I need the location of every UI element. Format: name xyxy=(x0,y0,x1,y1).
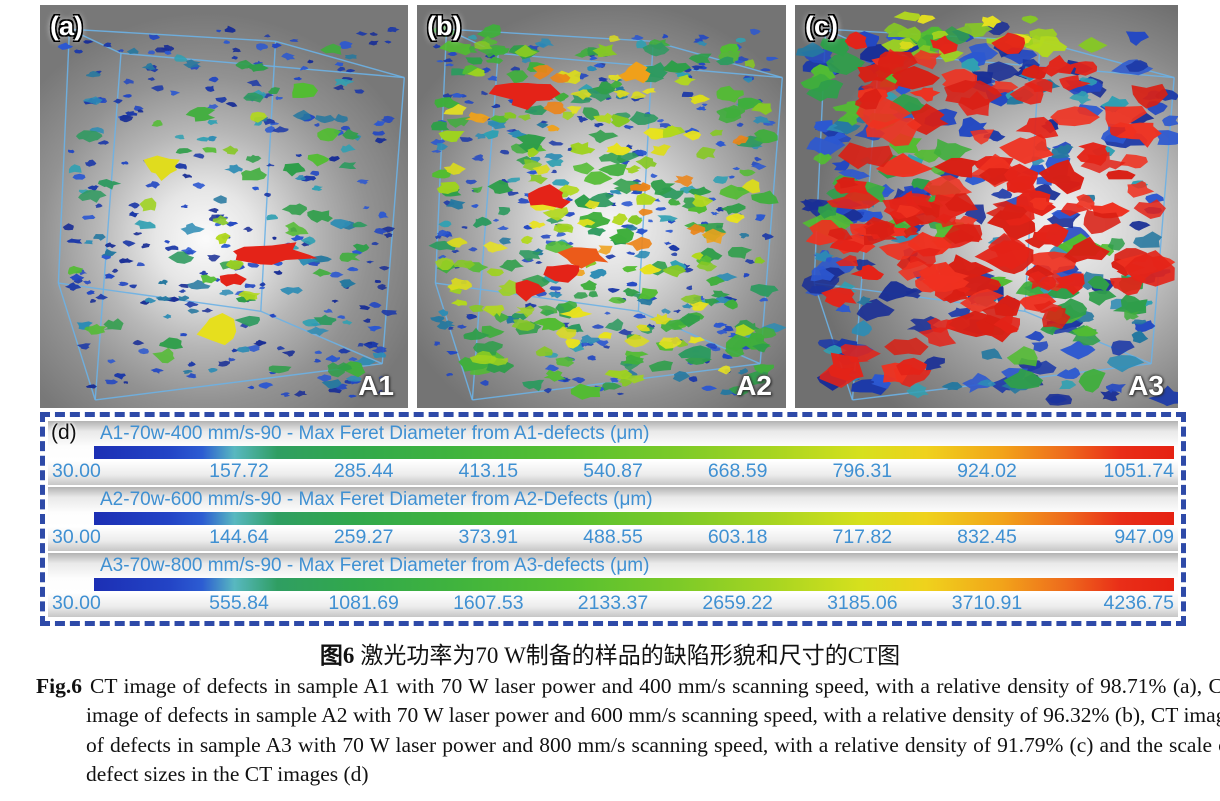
panel-letter-label: (b) xyxy=(427,11,462,41)
colorbar-ticks: 30.00 555.84 1081.69 1607.53 2133.37 2659.22 3… xyxy=(48,591,1178,617)
ct-panel-a3: (c) A3 xyxy=(795,5,1178,408)
scale-tick: 947.09 xyxy=(1114,526,1174,548)
caption-chinese-text: 激光功率为70 W制备的样品的缺陷形貌和尺寸的CT图 xyxy=(360,643,901,668)
scale-title: A3-70w-800 mm/s-90 - Max Feret Diameter … xyxy=(100,555,650,576)
scale-box: (d) A1-70w-400 mm/s-90 - Max Feret Diame… xyxy=(40,412,1186,626)
panel-d-label: (d) xyxy=(51,421,77,444)
scale-tick: 3710.91 xyxy=(951,592,1023,614)
defect-render-a1 xyxy=(40,25,408,408)
scale-title: A2-70w-600 mm/s-90 - Max Feret Diameter … xyxy=(100,489,653,510)
ct-panels-row: (a) A1 (b) A2 (c) A3 xyxy=(40,5,1180,408)
volume-wireframe xyxy=(58,29,404,400)
scale-tick: 717.82 xyxy=(832,526,893,548)
scale-tick: 413.15 xyxy=(458,460,519,482)
scale-tick: 30.00 xyxy=(52,592,101,614)
sample-id-label: A2 xyxy=(736,370,772,401)
caption-english-number: Fig.6 xyxy=(36,674,82,698)
scale-tick: 540.87 xyxy=(583,460,643,482)
scale-tick: 488.55 xyxy=(583,526,643,548)
defect-render-a3 xyxy=(795,11,1178,407)
colorbar xyxy=(94,446,1174,459)
scale-row-a1: A1-70w-400 mm/s-90 - Max Feret Diameter … xyxy=(48,421,1178,485)
scale-title: A1-70w-400 mm/s-90 - Max Feret Diameter … xyxy=(100,423,650,444)
scale-tick: 144.64 xyxy=(209,526,269,548)
scale-row-a2: A2-70w-600 mm/s-90 - Max Feret Diameter … xyxy=(48,487,1178,551)
scale-tick: 832.45 xyxy=(957,526,1017,548)
scale-tick: 3185.06 xyxy=(827,592,898,614)
scale-tick: 157.72 xyxy=(209,460,269,482)
scale-tick: 4236.75 xyxy=(1103,592,1174,614)
scale-tick: 2133.37 xyxy=(577,592,649,614)
panel-letter-label: (a) xyxy=(50,11,83,41)
sample-id-label: A1 xyxy=(358,370,394,401)
scale-tick: 924.02 xyxy=(957,460,1017,482)
scale-tick: 30.00 xyxy=(52,460,101,482)
scale-tick: 603.18 xyxy=(707,526,768,548)
scale-tick: 1081.69 xyxy=(328,592,399,614)
colorbar xyxy=(94,578,1174,591)
colorbar-ticks: 30.00 144.64 259.27 373.91 488.55 603.18 717.8… xyxy=(48,525,1178,551)
ct-panel-a1: (a) A1 xyxy=(40,5,408,408)
sample-id-label: A3 xyxy=(1128,370,1164,401)
ct-panel-a2: (b) A2 xyxy=(417,5,786,408)
scale-tick: 668.59 xyxy=(707,460,768,482)
caption-english-text: CT image of defects in sample A1 with 70… xyxy=(86,674,1220,787)
scale-tick: 555.84 xyxy=(209,592,269,614)
colorbar xyxy=(94,512,1174,525)
scale-tick: 373.91 xyxy=(458,526,519,548)
caption-english: Fig.6 CT image of defects in sample A1 wi… xyxy=(36,672,1220,790)
scale-tick: 2659.22 xyxy=(702,592,773,614)
scale-tick: 259.27 xyxy=(333,526,394,548)
scale-tick: 285.44 xyxy=(333,460,394,482)
scale-tick: 796.31 xyxy=(832,460,893,482)
scale-rows: A1-70w-400 mm/s-90 - Max Feret Diameter … xyxy=(48,421,1178,617)
defect-render-a2 xyxy=(428,24,786,408)
panel-letter-label: (c) xyxy=(805,11,838,41)
scale-row-a3: A3-70w-800 mm/s-90 - Max Feret Diameter … xyxy=(48,553,1178,617)
scale-tick: 1051.74 xyxy=(1103,460,1174,482)
scale-tick: 1607.53 xyxy=(453,592,524,614)
colorbar-ticks: 30.00 157.72 285.44 413.15 540.87 668.59 796.3… xyxy=(48,459,1178,485)
caption-chinese: 图6 激光功率为70 W制备的样品的缺陷形貌和尺寸的CT图 xyxy=(0,636,1220,670)
scale-tick: 30.00 xyxy=(52,526,101,548)
caption-chinese-number: 图6 xyxy=(319,643,355,668)
